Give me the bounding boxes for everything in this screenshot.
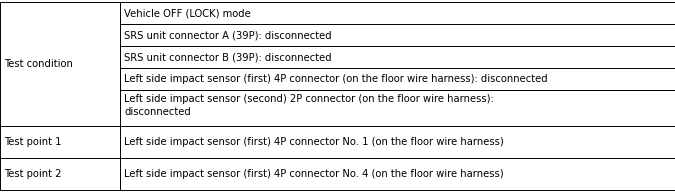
Text: Test point 1: Test point 1 [4, 137, 61, 147]
Text: Left side impact sensor (second) 2P connector (on the floor wire harness):
disco: Left side impact sensor (second) 2P conn… [124, 94, 494, 117]
Text: Vehicle OFF (LOCK) mode: Vehicle OFF (LOCK) mode [124, 8, 251, 18]
Bar [120, 90, 675, 126]
Bar [0, 126, 120, 158]
Bar [120, 158, 675, 190]
Text: SRS unit connector A (39P): disconnected: SRS unit connector A (39P): disconnected [124, 30, 332, 40]
Bar [120, 126, 675, 158]
Text: Test condition: Test condition [4, 59, 73, 69]
Bar [120, 24, 675, 46]
Bar [120, 46, 675, 68]
Bar [0, 158, 120, 190]
Bar [120, 2, 675, 24]
Text: SRS unit connector B (39P): disconnected: SRS unit connector B (39P): disconnected [124, 52, 332, 62]
Bar [0, 2, 120, 126]
Text: Left side impact sensor (first) 4P connector No. 4 (on the floor wire harness): Left side impact sensor (first) 4P conne… [124, 169, 504, 179]
Bar [120, 68, 675, 90]
Text: Left side impact sensor (first) 4P connector (on the floor wire harness): discon: Left side impact sensor (first) 4P conne… [124, 74, 548, 84]
Text: Left side impact sensor (first) 4P connector No. 1 (on the floor wire harness): Left side impact sensor (first) 4P conne… [124, 137, 504, 147]
Text: Test point 2: Test point 2 [4, 169, 61, 179]
